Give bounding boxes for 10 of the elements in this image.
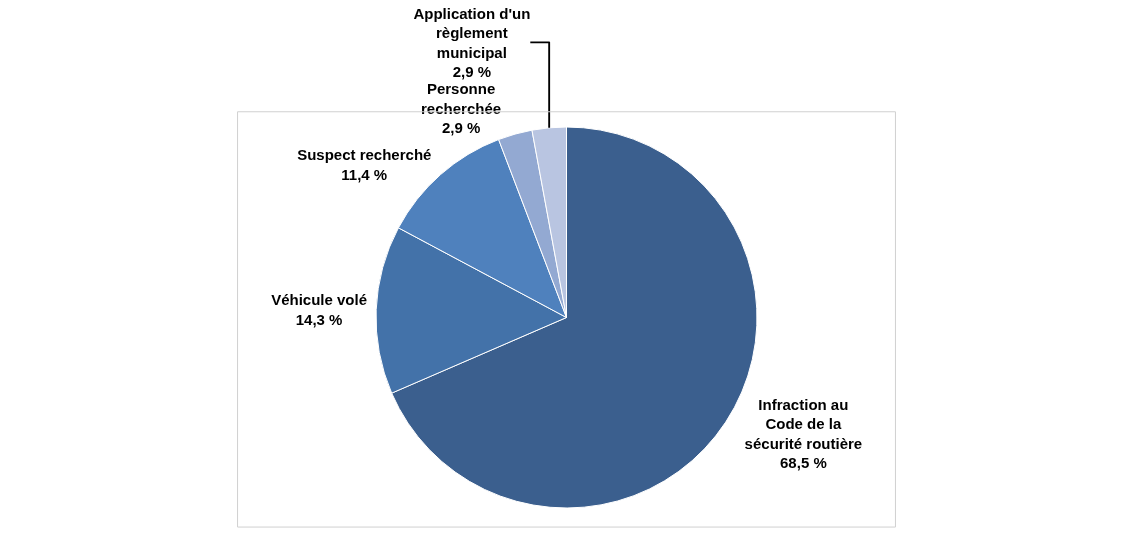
slice-label: Véhicule volé bbox=[271, 291, 368, 309]
slice-label: Application d'un règlement municipal bbox=[413, 4, 531, 61]
slice-label: Personne recherchée bbox=[421, 80, 502, 117]
data-label: 14,3 % bbox=[295, 310, 343, 328]
slice-label: Infraction au Code de la sécurité routière bbox=[744, 395, 863, 452]
slice-label: Suspect recherché bbox=[297, 146, 432, 164]
data-label: 2,9 % bbox=[441, 119, 481, 137]
data-label: 2,9 % bbox=[452, 63, 492, 81]
data-label: 68,5 % bbox=[780, 454, 827, 472]
data-label: 11,4 % bbox=[341, 165, 388, 183]
